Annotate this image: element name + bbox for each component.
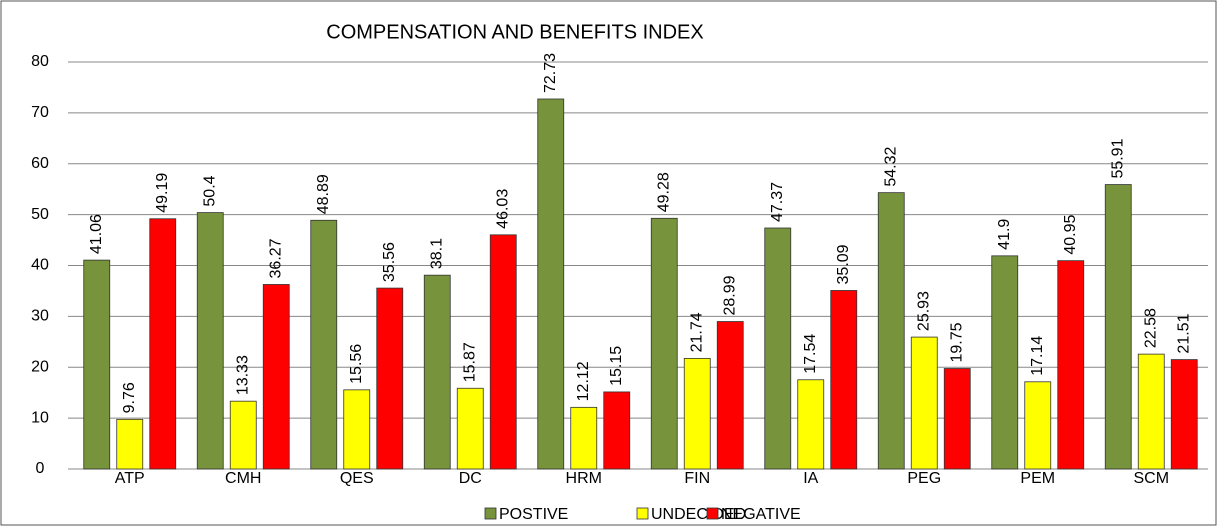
x-tick-label: PEG [907,470,941,487]
data-label: 47.37 [769,182,786,222]
x-tick-label: ATP [115,470,145,487]
y-tick-label: 20 [31,358,49,375]
y-tick-label: 80 [31,53,49,70]
bar [603,391,631,470]
x-tick-label: PEM [1020,470,1055,487]
bar [877,192,905,470]
x-tick-label: FIN [684,470,710,487]
y-tick-label: 10 [31,409,49,426]
bar [683,357,711,470]
data-label: 50.4 [201,175,218,206]
bar [764,227,792,470]
bar [149,218,177,470]
data-label: 35.56 [381,242,398,282]
y-tick-label: 50 [31,206,49,223]
y-tick-label: 0 [36,460,45,477]
bar [343,389,371,470]
data-label: 48.89 [315,174,332,214]
bar [991,255,1019,470]
data-label: 21.74 [688,312,705,352]
bar [423,274,451,470]
legend-swatch [636,507,649,520]
data-label: 36.27 [267,238,284,278]
data-label: 28.99 [721,275,738,315]
data-label: 25.93 [915,291,932,331]
bar [310,219,338,470]
data-label: 13.33 [234,355,251,395]
y-tick-label: 30 [31,308,49,325]
data-label: 22.58 [1142,308,1159,348]
chart-title: COMPENSATION AND BENEFITS INDEX [326,21,703,43]
data-label: 21.51 [1175,313,1192,353]
bar [830,290,858,470]
data-label: 19.75 [948,322,965,362]
x-tick-label: QES [340,470,374,487]
y-tick-label: 70 [31,104,49,121]
bar [1024,381,1052,470]
data-label: 12.12 [575,361,592,401]
bar [570,406,598,470]
legend-swatch [706,507,719,520]
data-label: 49.28 [655,172,672,212]
data-label: 15.15 [608,346,625,386]
bar [456,387,484,470]
data-label: 35.09 [835,244,852,284]
data-label: 41.06 [88,214,105,254]
bar [229,400,257,470]
data-label: 15.87 [461,342,478,382]
bar [910,336,938,470]
bar [376,287,404,470]
x-tick-label: IA [803,470,818,487]
data-label: 72.73 [542,53,559,93]
bar [943,368,971,470]
data-label: 38.1 [428,238,445,269]
data-label: 9.76 [121,382,138,413]
x-tick-label: CMH [225,470,261,487]
y-tick-label: 40 [31,257,49,274]
bar [1104,184,1132,470]
data-label: 41.9 [996,219,1013,250]
bar [1170,359,1198,470]
bar [116,418,144,470]
bar [1057,260,1085,470]
bar [537,98,565,470]
bar [83,259,111,470]
bar [797,379,825,470]
data-label: 17.54 [802,334,819,374]
bar [262,284,290,470]
x-tick-label: HRM [566,470,602,487]
x-tick-label: SCM [1133,470,1169,487]
y-tick-label: 60 [31,155,49,172]
bar [650,217,678,470]
data-label: 49.19 [154,173,171,213]
bar [716,321,744,470]
legend-label: UNDECIDED [651,506,746,523]
legend-label: POSTIVE [499,506,568,523]
bar [489,234,517,470]
data-label: 54.32 [882,147,899,187]
data-label: 15.56 [348,344,365,384]
x-tick-label: DC [459,470,482,487]
data-label: 46.03 [494,189,511,229]
legend-swatch [484,507,497,520]
data-label: 55.91 [1109,138,1126,178]
data-label: 40.95 [1062,215,1079,255]
data-label: 17.14 [1029,336,1046,376]
bar [196,212,224,470]
bar [1137,353,1165,470]
legend-label: NEGATIVE [721,506,801,523]
